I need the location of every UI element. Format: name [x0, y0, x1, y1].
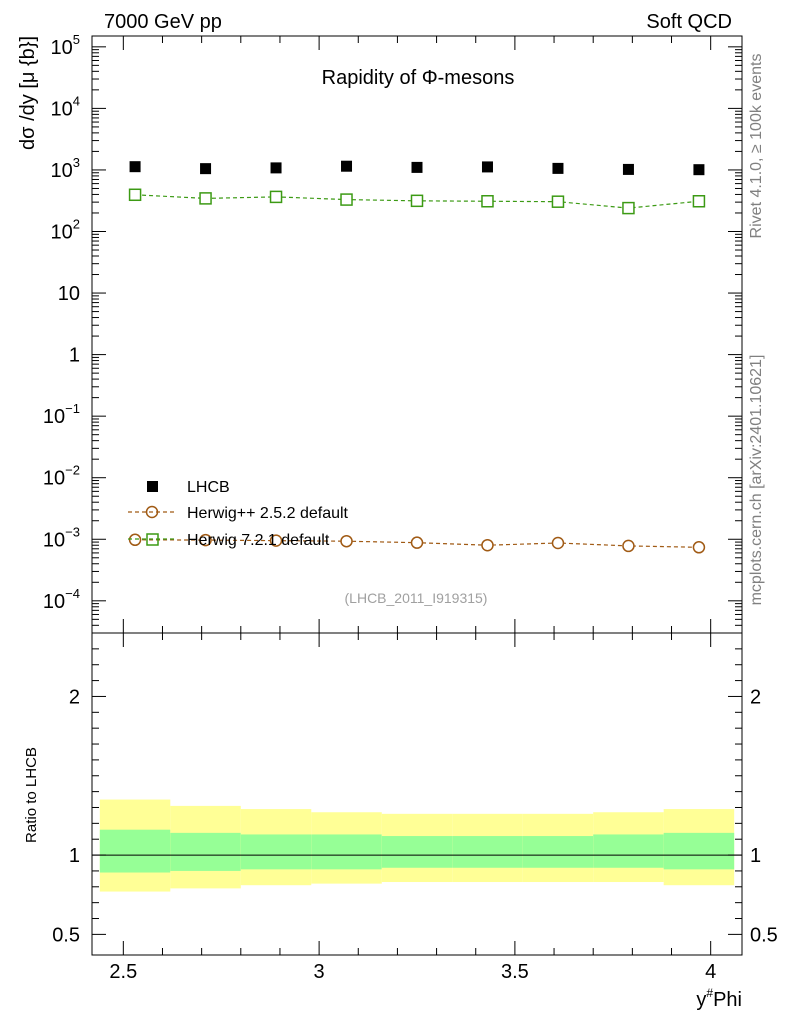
herwigpp-point [481, 538, 494, 552]
herwigpp-point [128, 533, 142, 547]
main-y-tick-label: 10−3 [43, 524, 80, 551]
ratio-band-inner [593, 834, 664, 868]
x-axis-label: y#Phi [696, 986, 742, 1011]
ratio-band-inner [170, 832, 241, 871]
herwigpp-point [551, 536, 565, 550]
herwig7-point [340, 193, 353, 206]
main-y-tick-label: 102 [51, 216, 80, 243]
herwig7-point [551, 195, 565, 208]
lhcb-point [411, 161, 423, 173]
lhcb-point [481, 161, 493, 173]
main-y-tick-label: 10−2 [43, 463, 80, 490]
lhcb-point [200, 163, 212, 175]
legend-label-herwigpp: Herwig++ 2.5.2 default [187, 505, 349, 522]
ratio-y-axis-label: Ratio to LHCB [23, 747, 40, 843]
x-tick-label: 4 [705, 961, 716, 983]
ratio-bands [99, 799, 735, 892]
main-y-axis-label: dσ /dy [μ {b}] [17, 36, 39, 150]
ratio-band-inner [522, 836, 594, 868]
series-herwigpp [128, 533, 706, 554]
lhcb-point [552, 162, 564, 174]
series-lhcb [129, 160, 705, 176]
herwigpp-point [622, 539, 635, 553]
herwig7-point [481, 195, 494, 208]
x-tick-label: 3 [314, 961, 325, 983]
ratio-panel: 0.5 0.5 1 1 2 2 2.5 3 3.5 4 Ratio to LHCB y#Phi [23, 632, 778, 1011]
rivet-label: Rivet 4.1.0, ≥ 100k events [748, 54, 765, 239]
ratio-y-tick-labels: 0.5 0.5 1 1 2 2 [52, 686, 778, 946]
ratio-y-tick-label-right: 2 [750, 686, 761, 708]
main-y-tick-label: 10−4 [43, 586, 80, 613]
x-tick-labels: 2.5 3 3.5 4 [109, 961, 716, 983]
ratio-band-inner [452, 836, 523, 868]
main-y-tick-label: 104 [51, 93, 80, 120]
herwigpp-point [340, 534, 353, 548]
header-left: 7000 GeV pp [104, 11, 222, 33]
legend: LHCB Herwig++ 2.5.2 default Herwig 7.2.1… [128, 479, 349, 549]
legend-marker-herwig7 [146, 533, 159, 546]
ratio-band-inner [311, 834, 382, 870]
herwigpp-point [199, 533, 212, 547]
legend-marker-herwigpp [145, 505, 159, 519]
herwig7-point [622, 201, 635, 215]
main-axis-ticks [92, 36, 742, 634]
herwig7-point [269, 190, 283, 204]
herwig7-point [128, 188, 142, 202]
lhcb-point [693, 164, 705, 176]
legend-marker-lhcb [147, 481, 158, 492]
main-y-tick-label: 103 [51, 155, 80, 182]
ratio-y-tick-label-right: 1 [750, 845, 761, 867]
herwigpp-point [269, 534, 283, 547]
ratio-axis-ticks [92, 633, 742, 955]
series-herwig7 [128, 188, 706, 215]
x-tick-label: 3.5 [501, 961, 529, 983]
legend-label-herwig7: Herwig 7.2.1 default [187, 532, 330, 549]
main-y-tick-label: 10 [58, 283, 80, 305]
x-tick-label: 2.5 [109, 961, 137, 983]
mcplots-label: mcplots.cern.ch [arXiv:2401.10621] [748, 355, 765, 606]
lhcb-point [622, 163, 634, 175]
analysis-watermark: (LHCB_2011_I919315) [345, 590, 488, 606]
herwigpp-point [692, 541, 706, 554]
ratio-y-tick-label-right: 0.5 [750, 924, 778, 946]
lhcb-point [129, 161, 141, 173]
header-right: Soft QCD [646, 11, 732, 33]
herwig7-point [410, 194, 424, 208]
ratio-band-inner [663, 832, 735, 870]
herwig7-point [692, 195, 706, 208]
main-y-tick-label: 105 [51, 32, 80, 59]
ratio-y-tick-label-left: 0.5 [52, 924, 80, 946]
main-title: Rapidity of Φ-mesons [322, 67, 515, 89]
ratio-band-inner [240, 834, 312, 870]
lhcb-point [270, 162, 282, 174]
main-y-tick-label: 1 [69, 345, 80, 367]
ratio-band-inner [99, 829, 171, 873]
lhcb-point [341, 160, 353, 172]
ratio-frame [91, 632, 743, 956]
ratio-y-tick-label-left: 2 [69, 686, 80, 708]
herwigpp-point [410, 536, 424, 549]
ratio-band-inner [381, 836, 453, 868]
herwig7-point [199, 192, 212, 205]
legend-label-lhcb: LHCB [187, 479, 230, 496]
ratio-y-tick-label-left: 1 [69, 845, 80, 867]
main-y-tick-label: 10−1 [43, 401, 80, 428]
